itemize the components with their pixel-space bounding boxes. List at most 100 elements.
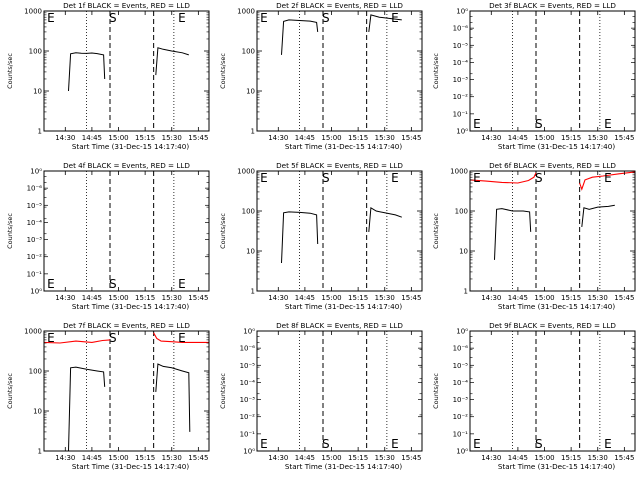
x-tick-label: 14:30 (55, 134, 75, 142)
chart-title: Det 8f BLACK = Events, RED = LLD (276, 321, 403, 330)
y-tick-label: 10⁰ (456, 128, 468, 136)
x-tick-label: 15:45 (614, 454, 634, 462)
x-tick-label: 14:45 (295, 454, 315, 462)
x-tick-label: 15:00 (108, 454, 128, 462)
chart-svg: Det 3f BLACK = Events, RED = LLD 14:30 14:… (432, 1, 636, 151)
x-tick-label: 15:15 (561, 454, 581, 462)
x-tick-label: 15:45 (401, 294, 421, 302)
x-tick-label: 14:30 (268, 454, 288, 462)
events-series-line (68, 52, 106, 92)
phase-marker-e: E (604, 171, 612, 185)
y-decade-label: 10⁻⁶ (27, 185, 43, 193)
plot-frame (469, 330, 636, 452)
y-tick-label: 1000 (24, 328, 42, 336)
y-tick-label: 1 (38, 128, 42, 136)
y-decade-label: 10⁻⁶ (453, 25, 469, 33)
y-tick-label: 10⁰ (243, 448, 255, 456)
y-decade-label: 10⁻⁴ (453, 59, 469, 67)
phase-marker-e: E (604, 117, 612, 131)
y-decade-label: 10⁻³ (27, 236, 43, 244)
lld-series-line (44, 339, 111, 344)
x-axis-label: Start Time (31-Dec-15 14:17:40) (72, 302, 189, 311)
x-tick-label: 14:45 (508, 134, 528, 142)
y-tick-label: 1 (251, 288, 255, 296)
chart-title: Det 6f BLACK = Events, RED = LLD (489, 161, 616, 170)
x-axis-label: Start Time (31-Dec-15 14:17:40) (498, 302, 615, 311)
plot-frame (256, 10, 423, 132)
phase-marker-e: E (473, 437, 481, 451)
events-series-line (494, 208, 532, 260)
phase-marker-e: E (260, 171, 268, 185)
chart-panel-det-4: Det 4f BLACK = Events, RED = LLD 14:30 14:… (0, 160, 213, 320)
x-tick-label: 15:30 (588, 134, 608, 142)
chart-svg: Det 7f BLACK = Events, RED = LLD 14:30 14:… (6, 321, 210, 471)
plot-frame (43, 170, 210, 292)
x-tick-label: 14:30 (481, 134, 501, 142)
y-tick-label: 10 (33, 88, 42, 96)
events-series-line (155, 47, 189, 76)
chart-svg: Det 8f BLACK = Events, RED = LLD 14:30 14:… (219, 321, 423, 471)
x-tick-label: 14:30 (268, 134, 288, 142)
y-axis-label: Counts/sec (219, 53, 227, 89)
y-tick-label: 10⁰ (456, 328, 468, 336)
plot-frame (469, 170, 636, 292)
chart-svg: Det 9f BLACK = Events, RED = LLD 14:30 14:… (432, 321, 636, 471)
x-tick-label: 14:45 (508, 294, 528, 302)
x-tick-label: 14:45 (295, 294, 315, 302)
y-tick-label: 100 (242, 208, 255, 216)
plot-frame (256, 170, 423, 292)
x-axis-label: Start Time (31-Dec-15 14:17:40) (285, 302, 402, 311)
chart-title: Det 3f BLACK = Events, RED = LLD (489, 1, 616, 10)
y-tick-label: 1 (38, 448, 42, 456)
y-decade-label: 10⁻⁴ (453, 379, 469, 387)
x-tick-label: 14:30 (55, 294, 75, 302)
x-tick-label: 15:15 (135, 454, 155, 462)
y-axis-label: Counts/sec (219, 213, 227, 249)
phase-marker-s: S (322, 171, 330, 185)
x-tick-label: 15:30 (588, 454, 608, 462)
x-tick-label: 14:45 (82, 454, 102, 462)
y-axis-label: Counts/sec (432, 53, 440, 89)
x-tick-label: 15:00 (108, 294, 128, 302)
x-tick-label: 15:45 (401, 454, 421, 462)
chart-title: Det 7f BLACK = Events, RED = LLD (63, 321, 190, 330)
x-axis-label: Start Time (31-Dec-15 14:17:40) (498, 462, 615, 471)
y-decade-label: 10⁻³ (240, 396, 256, 404)
y-axis-label: Counts/sec (6, 373, 14, 409)
y-decade-label: 10⁻⁴ (27, 219, 43, 227)
y-decade-label: 10⁻³ (453, 396, 469, 404)
y-tick-label: 1000 (237, 168, 255, 176)
x-tick-label: 14:45 (508, 454, 528, 462)
y-tick-label: 100 (29, 48, 42, 56)
phase-marker-s: S (322, 11, 330, 25)
series-group (281, 14, 402, 55)
y-tick-label: 10⁰ (243, 328, 255, 336)
x-tick-label: 15:00 (534, 454, 554, 462)
series-group (281, 206, 402, 264)
y-tick-label: 1 (464, 288, 468, 296)
chart-svg: Det 6f BLACK = Events, RED = LLD 14:30 14:… (432, 161, 636, 311)
series-group (44, 332, 209, 451)
y-tick-label: 10⁰ (30, 168, 42, 176)
phase-marker-s: S (322, 437, 330, 451)
events-series-line (581, 204, 615, 227)
y-decade-label: 10⁻³ (453, 76, 469, 84)
y-decade-label: 10⁻⁶ (453, 345, 469, 353)
y-decade-label: 10⁻² (240, 413, 256, 421)
y-tick-label: 10⁰ (456, 448, 468, 456)
y-decade-label: 10⁻⁵ (240, 362, 256, 370)
x-tick-label: 14:30 (481, 294, 501, 302)
phase-marker-e: E (178, 11, 186, 25)
y-axis-label: Counts/sec (432, 373, 440, 409)
x-axis-label: Start Time (31-Dec-15 14:17:40) (498, 142, 615, 151)
phase-marker-e: E (47, 11, 55, 25)
y-decade-label: 10⁻² (27, 253, 43, 261)
phase-marker-s: S (535, 171, 543, 185)
x-tick-label: 15:30 (162, 294, 182, 302)
x-tick-label: 15:30 (375, 134, 395, 142)
x-tick-label: 15:30 (162, 454, 182, 462)
x-tick-label: 15:00 (321, 294, 341, 302)
y-decade-label: 10⁻⁶ (240, 345, 256, 353)
x-tick-label: 15:15 (135, 294, 155, 302)
